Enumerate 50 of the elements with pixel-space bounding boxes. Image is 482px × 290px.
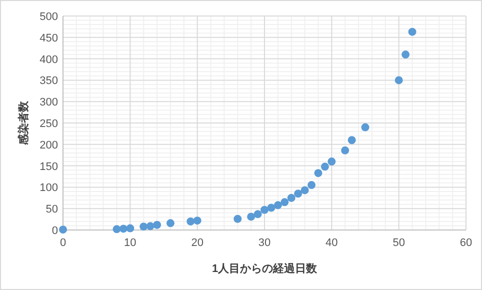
point [308, 181, 316, 190]
point [112, 225, 121, 234]
point [361, 123, 370, 132]
point [193, 216, 202, 225]
x-tick-label: 50 [392, 237, 405, 249]
point [314, 169, 322, 178]
y-tick-label: 100 [40, 182, 58, 194]
x-tick-label: 10 [124, 237, 136, 249]
point [59, 226, 67, 234]
y-tick-label: 150 [40, 160, 58, 173]
point [267, 204, 276, 212]
y-tick-label: 250 [40, 118, 58, 130]
point [166, 219, 174, 228]
point [140, 222, 148, 231]
y-tick-label: 400 [40, 54, 58, 66]
point [126, 224, 134, 232]
x-axis-title: 1人目からの経過日数 [212, 262, 318, 275]
y-axis-title: 感染者数 [17, 100, 30, 146]
point [260, 206, 268, 214]
x-tick-label: 60 [460, 237, 472, 249]
point [254, 210, 262, 218]
x-tick-label: 30 [258, 237, 271, 249]
point [341, 146, 350, 154]
point [280, 198, 289, 206]
point [402, 50, 410, 59]
x-tick-label: 20 [191, 237, 204, 249]
point [234, 214, 242, 223]
point [287, 194, 296, 202]
y-tick-label: 0 [52, 225, 58, 237]
point [153, 220, 162, 229]
y-tick-label: 300 [40, 96, 58, 109]
x-tick-label: 40 [326, 237, 338, 249]
point [146, 222, 154, 230]
point [294, 190, 302, 198]
point [348, 136, 356, 144]
y-tick-label: 50 [46, 204, 58, 216]
point [300, 186, 309, 194]
point [320, 162, 329, 171]
y-tick-label: 350 [40, 75, 58, 88]
x-tick-label: 0 [60, 237, 66, 249]
y-tick-label: 500 [40, 11, 58, 23]
point [328, 158, 336, 166]
point [408, 28, 416, 36]
point [394, 76, 403, 84]
point [186, 217, 195, 226]
point [119, 224, 128, 233]
y-tick-label: 450 [40, 32, 58, 44]
y-tick-label: 200 [40, 139, 58, 152]
point [247, 212, 256, 221]
point [274, 201, 282, 210]
